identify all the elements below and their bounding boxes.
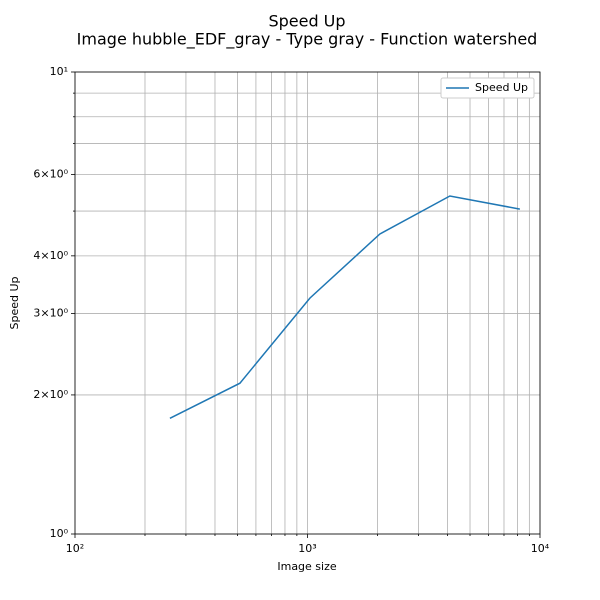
x-tick-label: 10⁴ [531, 542, 550, 555]
x-axis-label: Image size [277, 560, 337, 573]
y-tick-label: 10¹ [50, 65, 68, 78]
legend-label: Speed Up [475, 81, 528, 94]
y-tick-label: 3×10⁰ [33, 307, 68, 320]
y-tick-label: 6×10⁰ [33, 167, 68, 180]
y-tick-label: 2×10⁰ [33, 388, 68, 401]
series-line [169, 195, 521, 419]
plot-frame [74, 71, 541, 535]
chart-subtitle: Image hubble_EDF_gray - Type gray - Func… [77, 30, 538, 50]
legend-box [440, 77, 535, 99]
chart-title: Speed Up [268, 12, 345, 31]
y-axis-label: Speed Up [8, 276, 21, 329]
x-tick-label: 10³ [298, 542, 316, 555]
y-tick-label: 10⁰ [50, 527, 69, 540]
x-tick-label: 10² [66, 542, 84, 555]
y-tick-label: 4×10⁰ [33, 249, 68, 262]
